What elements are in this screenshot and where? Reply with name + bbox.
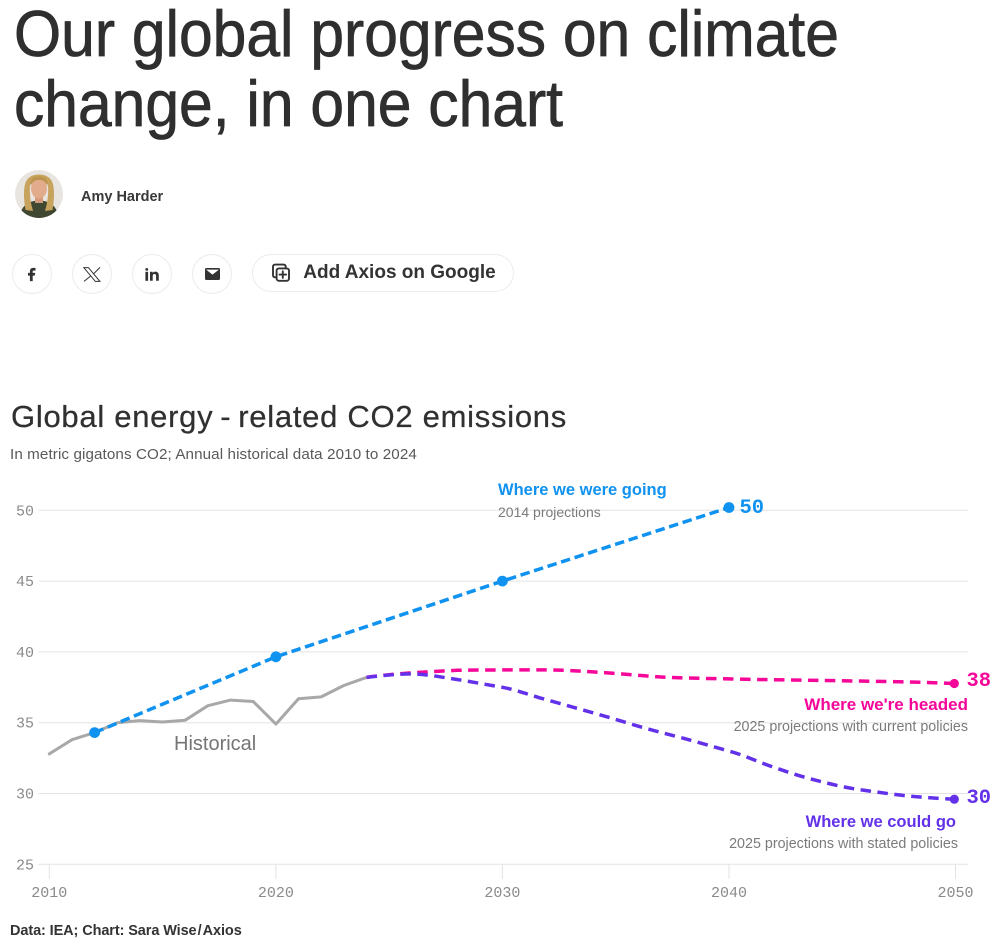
svg-text:30: 30 — [16, 787, 34, 804]
svg-text:2020: 2020 — [258, 885, 294, 902]
svg-text:2010: 2010 — [31, 885, 67, 902]
svg-text:50: 50 — [16, 503, 34, 520]
svg-text:40: 40 — [16, 645, 34, 662]
svg-text:35: 35 — [16, 716, 34, 733]
svg-text:25: 25 — [16, 857, 34, 874]
svg-text:2040: 2040 — [711, 885, 747, 902]
svg-text:45: 45 — [16, 574, 34, 591]
svg-text:2030: 2030 — [484, 885, 520, 902]
svg-text:2050: 2050 — [937, 885, 973, 902]
